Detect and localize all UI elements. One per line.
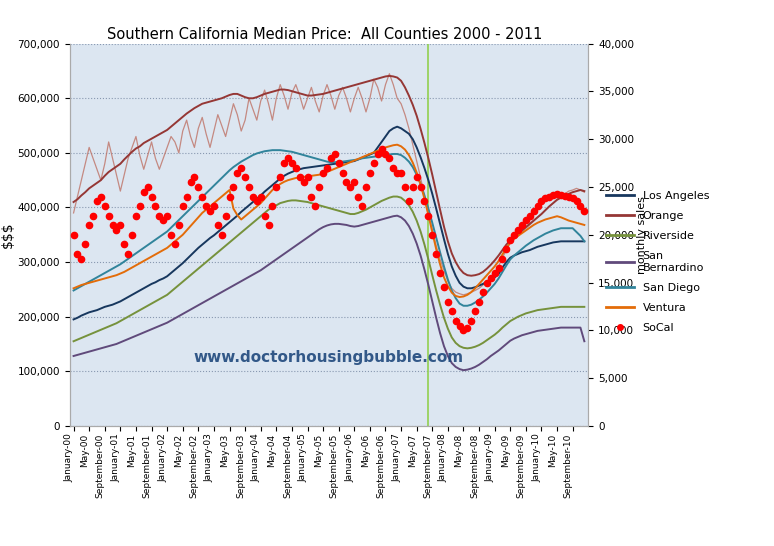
Text: Southern California Median Price:  All Counties 2000 - 2011: Southern California Median Price: All Co…	[108, 27, 543, 42]
Y-axis label: monthly sales: monthly sales	[637, 196, 647, 274]
Legend: Los Angeles, Orange, Riverside, San
Bernardino, San Diego, Ventura, SoCal: Los Angeles, Orange, Riverside, San Bern…	[601, 187, 714, 337]
Y-axis label: $$$: $$$	[1, 222, 15, 248]
Text: www.doctorhousingbubble.com: www.doctorhousingbubble.com	[194, 349, 464, 365]
